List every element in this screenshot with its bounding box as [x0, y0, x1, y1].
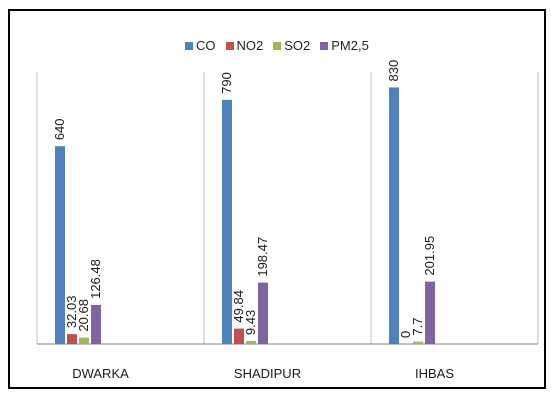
legend-label-so2: SO2 — [284, 38, 311, 53]
legend-label-co: CO — [196, 38, 216, 53]
data-label: 9.43 — [243, 310, 258, 335]
data-label: 49.84 — [231, 290, 246, 323]
data-label: 20.68 — [76, 299, 91, 332]
bar-no2-shadipur — [234, 328, 244, 344]
bar-no2-dwarka — [67, 334, 77, 344]
data-label: 830 — [386, 60, 401, 82]
category-label-ihbas: IHBAS — [415, 366, 454, 381]
legend-entry-pm25: PM2,5 — [320, 38, 369, 53]
legend-swatch-co — [185, 41, 193, 50]
legend-entry-so2: SO2 — [273, 38, 310, 53]
bar-co-shadipur — [222, 99, 232, 345]
bar-pm25-dwarka — [91, 304, 101, 344]
bar-co-ihbas — [389, 87, 399, 345]
bar-so2-ihbas — [413, 341, 423, 344]
category-label-shadipur: SHADIPUR — [234, 366, 301, 381]
bar-pm25-ihbas — [425, 281, 435, 344]
data-label: 32.03 — [64, 296, 79, 329]
bar-pm25-shadipur — [258, 282, 268, 344]
data-label: 126.48 — [88, 259, 103, 299]
data-label: 640 — [52, 118, 67, 140]
legend-label-no2: NO2 — [236, 38, 264, 53]
legend-swatch-so2 — [273, 41, 282, 50]
data-label: 0 — [398, 331, 413, 338]
data-label: 198.47 — [255, 237, 270, 277]
legend: CO NO2 SO2 PM2,5 — [185, 38, 369, 53]
bar-co-dwarka — [55, 146, 65, 344]
legend-swatch-no2 — [225, 41, 234, 50]
data-label: 201.95 — [422, 236, 437, 276]
data-label: 790 — [219, 72, 234, 94]
legend-entry-no2: NO2 — [225, 38, 264, 53]
legend-label-pm25: PM2,5 — [331, 38, 369, 53]
legend-entry-co: CO — [185, 38, 216, 53]
bar-so2-shadipur — [246, 341, 256, 344]
bar-so2-dwarka — [79, 337, 89, 344]
category-label-dwarka: DWARKA — [72, 366, 129, 381]
legend-swatch-pm25 — [320, 41, 329, 50]
data-label: 7.7 — [410, 318, 425, 336]
